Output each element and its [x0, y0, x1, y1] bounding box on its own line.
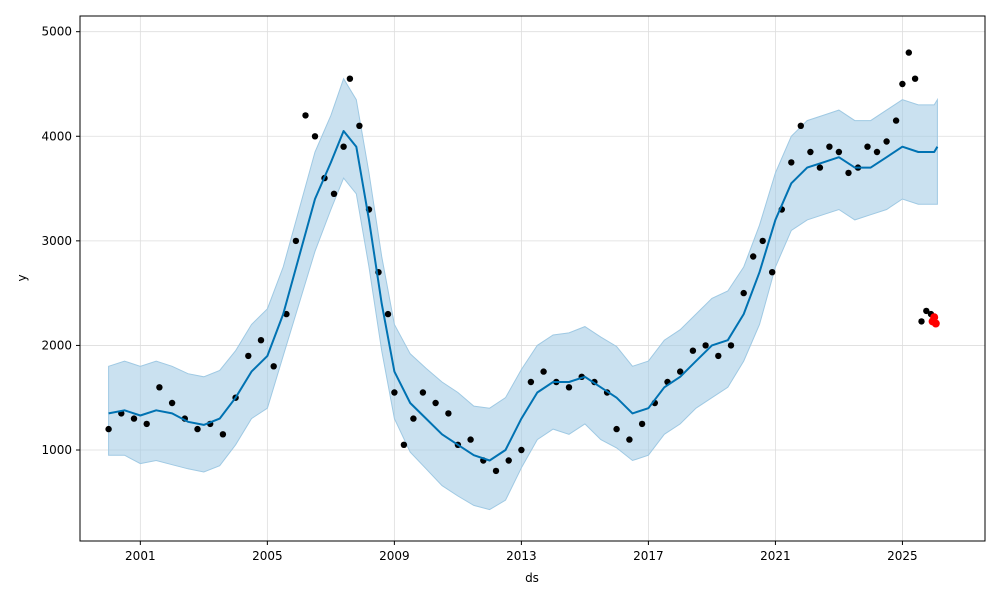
observed-point — [384, 310, 392, 318]
observed-point — [302, 112, 309, 119]
observed-point — [727, 342, 735, 349]
observed-point — [105, 425, 112, 433]
observed-point — [769, 269, 776, 276]
observed-point — [419, 389, 427, 396]
observed-point — [346, 75, 354, 82]
observed-point — [750, 253, 757, 260]
observed-point — [311, 133, 319, 140]
observed-point — [807, 148, 814, 156]
forecast-line-layer — [108, 130, 939, 462]
observed-point — [613, 425, 620, 433]
observed-point — [527, 378, 535, 386]
observed-point — [899, 80, 906, 88]
grid-lines — [80, 16, 985, 541]
observed-point — [292, 237, 300, 245]
observed-point — [892, 117, 900, 124]
uncertainty-band-layer — [108, 77, 938, 511]
observed-point — [873, 148, 881, 156]
observed-point — [410, 415, 417, 422]
highlight-point — [930, 313, 939, 322]
observed-point — [626, 436, 633, 443]
observed-point — [505, 457, 512, 464]
observed-point — [257, 337, 265, 344]
x-tick-label: 2017 — [633, 549, 664, 563]
observed-point — [816, 164, 824, 171]
observed-point — [518, 446, 525, 454]
observed-point — [715, 352, 722, 360]
forecast-line — [108, 130, 939, 462]
observed-point — [194, 425, 201, 433]
x-tick-label: 2013 — [506, 549, 537, 563]
observed-point — [400, 441, 408, 448]
y-tick-label: 4000 — [41, 129, 72, 143]
x-tick-label: 2009 — [379, 549, 410, 563]
observed-point — [677, 368, 684, 375]
plot-frame — [79, 15, 986, 542]
x-axis-ticks: 2001 2005 2009 2013 2017 2021 2025 — [125, 541, 918, 563]
observed-point — [283, 310, 290, 318]
y-tick-label: 3000 — [41, 234, 72, 248]
y-axis-label: y — [15, 274, 29, 281]
y-tick-label: 1000 — [41, 443, 72, 457]
x-tick-label: 2001 — [125, 549, 156, 563]
observed-points-layer — [105, 49, 935, 475]
highlight-point — [931, 319, 940, 328]
x-axis-label: ds — [525, 571, 539, 585]
observed-point — [923, 307, 930, 315]
observed-point — [740, 289, 747, 297]
observed-point — [445, 410, 452, 417]
y-tick-label: 5000 — [41, 25, 72, 39]
observed-point — [905, 49, 912, 56]
observed-point — [356, 122, 363, 129]
observed-point — [883, 138, 890, 145]
observed-point — [911, 75, 919, 82]
uncertainty-band — [108, 77, 938, 511]
observed-point — [391, 389, 398, 396]
observed-point — [918, 318, 925, 325]
observed-point — [759, 237, 766, 245]
highlight-points-layer — [928, 313, 940, 328]
x-tick-label: 2025 — [887, 549, 918, 563]
x-tick-label: 2021 — [760, 549, 791, 563]
observed-point — [168, 399, 176, 407]
y-tick-label: 2000 — [41, 338, 72, 352]
observed-point — [835, 148, 843, 156]
observed-point — [638, 420, 646, 428]
y-axis-ticks: 1000 2000 3000 4000 5000 — [41, 25, 80, 457]
x-tick-label: 2005 — [252, 549, 283, 563]
observed-point — [330, 190, 338, 197]
observed-point — [219, 431, 227, 438]
observed-point — [845, 169, 852, 177]
observed-point — [565, 384, 573, 391]
observed-point — [826, 143, 833, 150]
observed-point — [340, 143, 347, 150]
observed-point — [689, 347, 697, 354]
observed-point — [492, 467, 500, 475]
observed-point — [540, 368, 547, 375]
observed-point — [156, 384, 163, 391]
observed-point — [432, 399, 439, 407]
observed-point — [864, 143, 871, 150]
observed-point — [270, 363, 277, 370]
observed-point — [130, 415, 138, 422]
observed-point — [702, 342, 709, 349]
observed-point — [467, 436, 474, 443]
observed-point — [797, 122, 804, 129]
observed-point — [143, 420, 150, 428]
observed-point — [788, 159, 795, 166]
observed-point — [245, 352, 252, 360]
